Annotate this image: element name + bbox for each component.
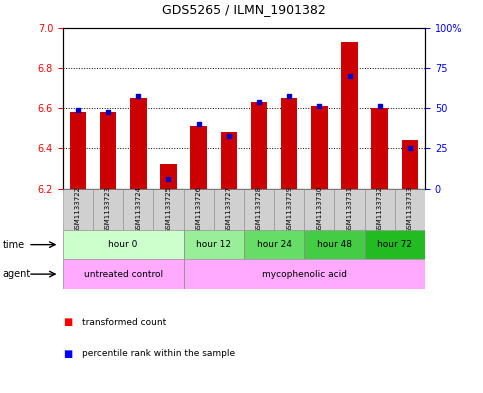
- Text: hour 72: hour 72: [377, 240, 412, 249]
- Text: GSM1133730: GSM1133730: [316, 185, 322, 233]
- Text: GSM1133729: GSM1133729: [286, 186, 292, 233]
- Text: GSM1133732: GSM1133732: [377, 186, 383, 233]
- Bar: [251, 102, 267, 189]
- Text: untreated control: untreated control: [84, 270, 163, 279]
- Text: hour 12: hour 12: [196, 240, 231, 249]
- Bar: [154, 189, 184, 230]
- Bar: [184, 230, 244, 259]
- Bar: [244, 230, 304, 259]
- Text: hour 24: hour 24: [256, 240, 292, 249]
- Bar: [63, 259, 184, 289]
- Bar: [371, 108, 388, 189]
- Bar: [63, 230, 184, 259]
- Bar: [304, 230, 365, 259]
- Bar: [213, 189, 244, 230]
- Text: GSM1133731: GSM1133731: [347, 185, 353, 233]
- Bar: [63, 189, 93, 230]
- Text: GSM1133727: GSM1133727: [226, 186, 232, 233]
- Text: GSM1133722: GSM1133722: [75, 186, 81, 233]
- Text: time: time: [2, 240, 25, 250]
- Bar: [402, 140, 418, 189]
- Bar: [130, 98, 146, 189]
- Text: GSM1133725: GSM1133725: [166, 186, 171, 233]
- Bar: [341, 42, 358, 189]
- Text: hour 48: hour 48: [317, 240, 352, 249]
- Bar: [274, 189, 304, 230]
- Bar: [395, 189, 425, 230]
- Bar: [304, 189, 334, 230]
- Text: GSM1133723: GSM1133723: [105, 186, 111, 233]
- Text: GSM1133724: GSM1133724: [135, 186, 141, 233]
- Bar: [70, 112, 86, 189]
- Bar: [334, 189, 365, 230]
- Bar: [184, 259, 425, 289]
- Bar: [184, 189, 213, 230]
- Text: GDS5265 / ILMN_1901382: GDS5265 / ILMN_1901382: [162, 3, 326, 16]
- Text: hour 0: hour 0: [109, 240, 138, 249]
- Bar: [281, 98, 298, 189]
- Bar: [93, 189, 123, 230]
- Bar: [244, 189, 274, 230]
- Text: percentile rank within the sample: percentile rank within the sample: [82, 349, 235, 358]
- Bar: [311, 106, 327, 189]
- Text: agent: agent: [2, 269, 30, 279]
- Text: GSM1133726: GSM1133726: [196, 186, 201, 233]
- Text: GSM1133728: GSM1133728: [256, 186, 262, 233]
- Bar: [100, 112, 116, 189]
- Bar: [365, 230, 425, 259]
- Text: mycophenolic acid: mycophenolic acid: [262, 270, 347, 279]
- Bar: [190, 126, 207, 189]
- Bar: [221, 132, 237, 189]
- Bar: [365, 189, 395, 230]
- Text: GSM1133733: GSM1133733: [407, 185, 413, 233]
- Bar: [160, 164, 177, 189]
- Bar: [123, 189, 154, 230]
- Text: transformed count: transformed count: [82, 318, 166, 327]
- Text: ■: ■: [63, 317, 72, 327]
- Text: ■: ■: [63, 349, 72, 359]
